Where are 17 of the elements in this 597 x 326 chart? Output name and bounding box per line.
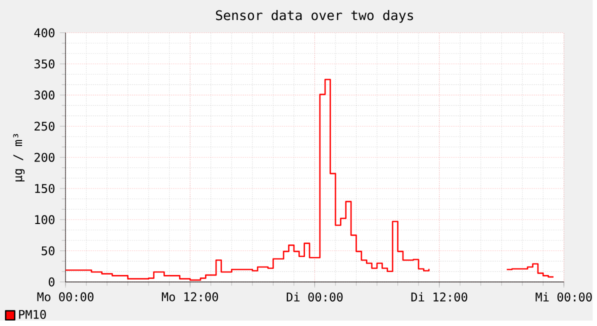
y-tick-label: 50 xyxy=(42,246,54,256)
y-axis-title: µg / m³ xyxy=(13,134,25,182)
y-tick-label: 100 xyxy=(35,215,54,224)
x-tick-label: Mi 00:00 xyxy=(536,292,592,302)
y-tick-label: 0 xyxy=(48,277,54,286)
y-tick-label: 300 xyxy=(34,90,54,100)
x-tick-label: Mo 12:00 xyxy=(162,292,218,302)
y-tick-label: 400 xyxy=(34,28,54,38)
x-tick-label: Di 12:00 xyxy=(411,292,468,302)
y-tick-label: 200 xyxy=(34,152,54,162)
y-tick-label: 350 xyxy=(34,59,54,68)
chart-title: Sensor data over two days xyxy=(216,10,413,23)
x-tick-label: Mo 00:00 xyxy=(37,292,94,302)
legend-label: PM10 xyxy=(19,310,46,319)
x-tick-label: Di 00:00 xyxy=(286,292,343,302)
y-tick-label: 250 xyxy=(34,122,54,131)
y-tick-label: 150 xyxy=(35,184,54,193)
